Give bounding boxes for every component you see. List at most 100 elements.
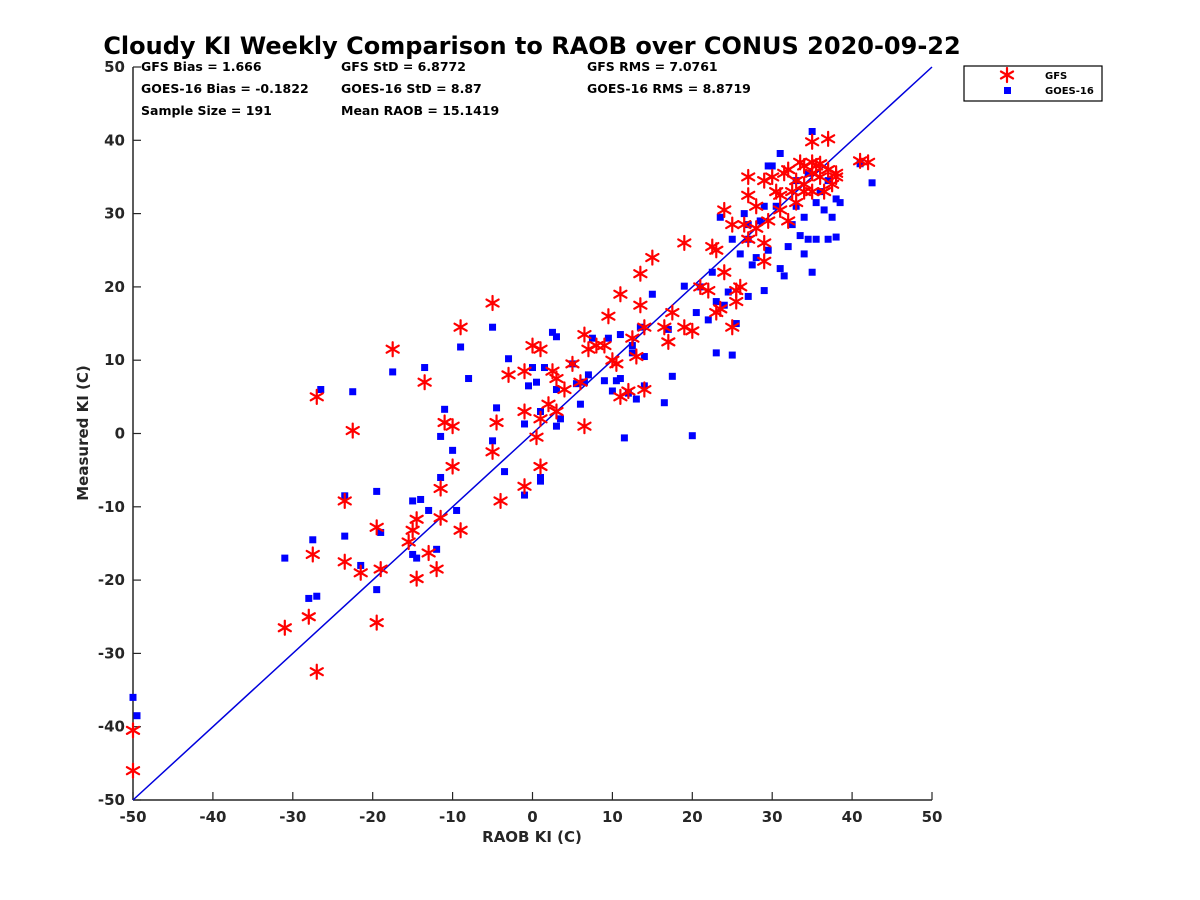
goes16-point: [409, 497, 417, 505]
x-tick-label: -10: [439, 808, 466, 826]
gfs-point: [597, 337, 612, 354]
gfs-point: [529, 429, 544, 446]
goes16-point: [521, 420, 529, 428]
gfs-point: [685, 322, 700, 339]
gfs-point: [713, 300, 728, 317]
goes16-point: [692, 309, 700, 317]
gfs-point: [485, 294, 500, 312]
x-tick-label: 10: [602, 808, 623, 826]
legend-goes-marker: [1004, 87, 1011, 94]
goes16-point: [648, 290, 656, 298]
goes16-point: [744, 221, 752, 229]
gfs-point: [657, 319, 672, 336]
gfs-point: [549, 403, 564, 420]
gfs-point: [709, 242, 724, 259]
legend-gfs-marker: [999, 66, 1015, 84]
gfs-point: [517, 403, 532, 420]
goes16-point: [453, 506, 461, 514]
x-tick-label: -50: [119, 808, 146, 826]
stat-goes-std: GOES-16 StD = 8.87: [341, 81, 482, 96]
goes16-point: [796, 232, 804, 240]
goes16-point: [576, 400, 584, 408]
x-tick-label: -20: [359, 808, 386, 826]
gfs-point: [577, 418, 592, 435]
goes16-point: [780, 272, 788, 280]
gfs-point: [453, 319, 468, 336]
gfs-point: [337, 492, 352, 510]
goes16-point: [736, 250, 744, 258]
gfs-point: [828, 168, 844, 186]
gfs-point: [517, 478, 532, 495]
gfs-point: [717, 201, 732, 219]
stat-sample-size: Sample Size = 191: [141, 103, 272, 118]
gfs-point: [852, 152, 868, 169]
goes16-point: [776, 265, 784, 273]
gfs-point: [433, 509, 448, 526]
gfs-point: [741, 231, 756, 248]
goes16-point: [748, 261, 756, 269]
gfs-point: [781, 212, 796, 230]
goes16-point: [812, 235, 820, 243]
goes16-point: [552, 333, 560, 341]
x-tick-label: -40: [199, 808, 226, 826]
gfs-point: [369, 519, 384, 536]
goes16-point: [604, 334, 612, 342]
legend: GFS GOES-16: [963, 65, 1103, 102]
goes16-point: [616, 331, 624, 339]
gfs-point: [573, 374, 588, 391]
goes16-point: [620, 434, 628, 442]
gfs-point: [737, 216, 752, 233]
gfs-point: [733, 278, 748, 295]
goes16-point: [728, 351, 736, 359]
goes16-point: [449, 446, 457, 454]
goes16-point: [836, 199, 844, 207]
gfs-point: [761, 212, 776, 230]
gfs-point: [661, 333, 676, 350]
goes16-point: [716, 213, 724, 221]
x-tick-label: 20: [682, 808, 703, 826]
gfs-point: [385, 341, 400, 358]
gfs-point: [421, 544, 436, 562]
gfs-point: [812, 168, 828, 186]
goes16-point: [868, 179, 876, 187]
goes16-point: [808, 128, 816, 136]
goes16-point: [489, 437, 497, 445]
goes16-point: [616, 375, 624, 383]
goes16-point: [548, 328, 556, 336]
goes16-point: [744, 292, 752, 300]
gfs-point: [405, 522, 420, 539]
goes16-point: [804, 169, 812, 177]
goes16-point: [317, 386, 325, 394]
goes16-point: [612, 377, 620, 385]
goes16-point: [441, 405, 449, 413]
goes16-point: [505, 355, 513, 363]
gfs-point: [489, 414, 504, 431]
gfs-point: [577, 326, 592, 343]
gfs-point: [633, 265, 648, 282]
gfs-point: [677, 234, 692, 252]
goes16-point: [828, 213, 836, 221]
stat-goes-rms: GOES-16 RMS = 8.8719: [587, 81, 751, 96]
goes16-point: [525, 382, 533, 390]
goes16-point: [281, 554, 289, 562]
gfs-point: [533, 341, 548, 358]
gfs-point: [369, 614, 384, 631]
goes16-point: [377, 528, 385, 536]
goes16-point: [820, 206, 828, 214]
gfs-point: [613, 286, 628, 303]
goes16-point: [628, 349, 636, 357]
gfs-point: [609, 355, 624, 372]
y-tick-label: 50: [104, 58, 125, 76]
goes16-point: [600, 377, 608, 385]
gfs-point: [820, 130, 836, 147]
goes16-point: [529, 364, 536, 372]
stat-goes-bias: GOES-16 Bias = -0.1822: [141, 81, 309, 96]
gfs-point: [409, 570, 424, 587]
gfs-point: [785, 183, 800, 200]
goes16-point: [764, 246, 772, 254]
y-tick-label: 30: [104, 205, 125, 223]
gfs-point: [445, 418, 460, 435]
y-tick-label: 10: [104, 351, 125, 369]
goes16-point: [824, 235, 832, 243]
goes16-point: [760, 202, 768, 210]
